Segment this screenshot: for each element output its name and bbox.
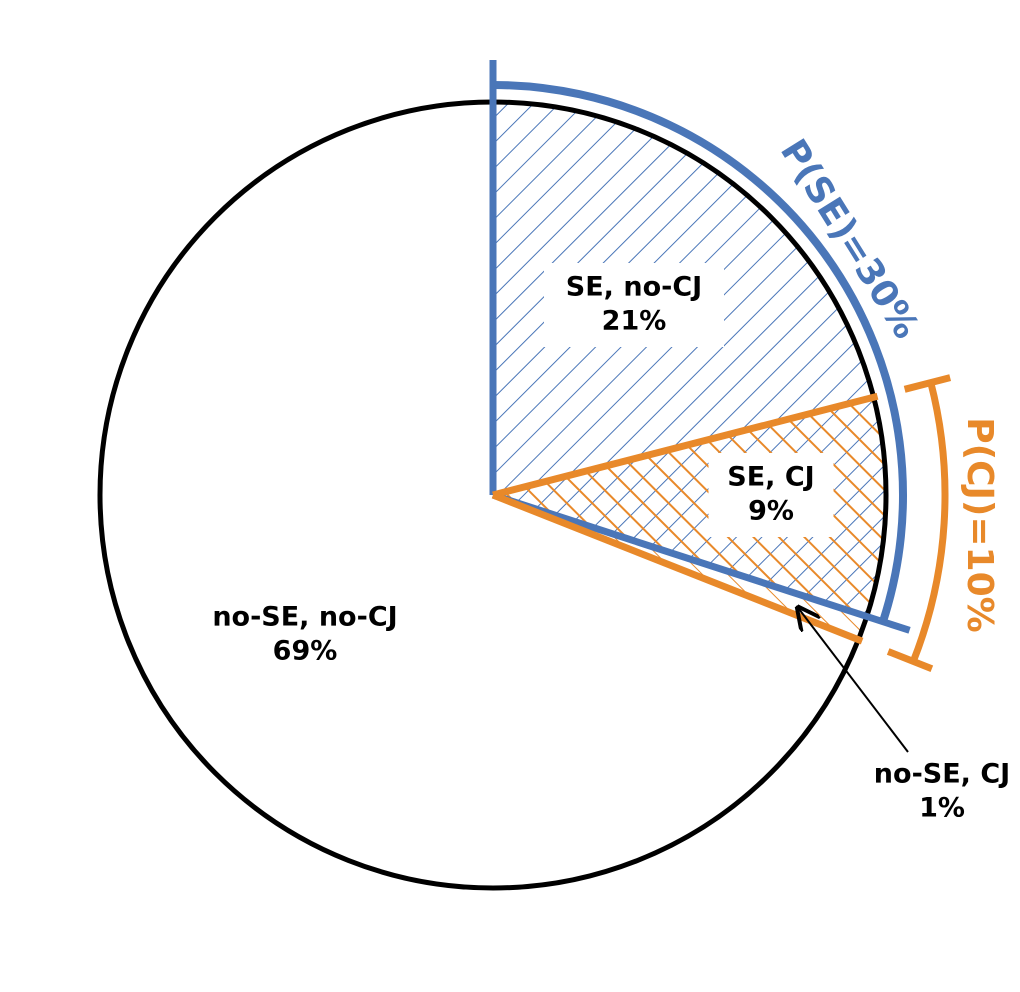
pie-slice [493,397,886,617]
se-bracket [492,81,907,623]
se-boundary [491,491,911,634]
cj-bracket [910,381,949,663]
cj-bracket-cap [886,648,934,673]
annotation: P(CJ)=10% [959,417,1000,632]
callout-arrow [799,609,909,753]
value-label: 69% [273,636,338,667]
cj-boundary [492,392,879,499]
value-label: 21% [602,306,667,337]
slice-label: SE, CJ [727,462,814,493]
value-label: 1% [919,793,965,824]
slice-label: SE, no-CJ [566,272,702,303]
pie-slice [99,102,859,888]
slice-label: no-SE, CJ [874,759,1010,790]
label-box [708,453,834,537]
label-box [544,263,724,347]
slice-label: no-SE, no-CJ [212,602,397,633]
value-label: 9% [748,496,794,527]
